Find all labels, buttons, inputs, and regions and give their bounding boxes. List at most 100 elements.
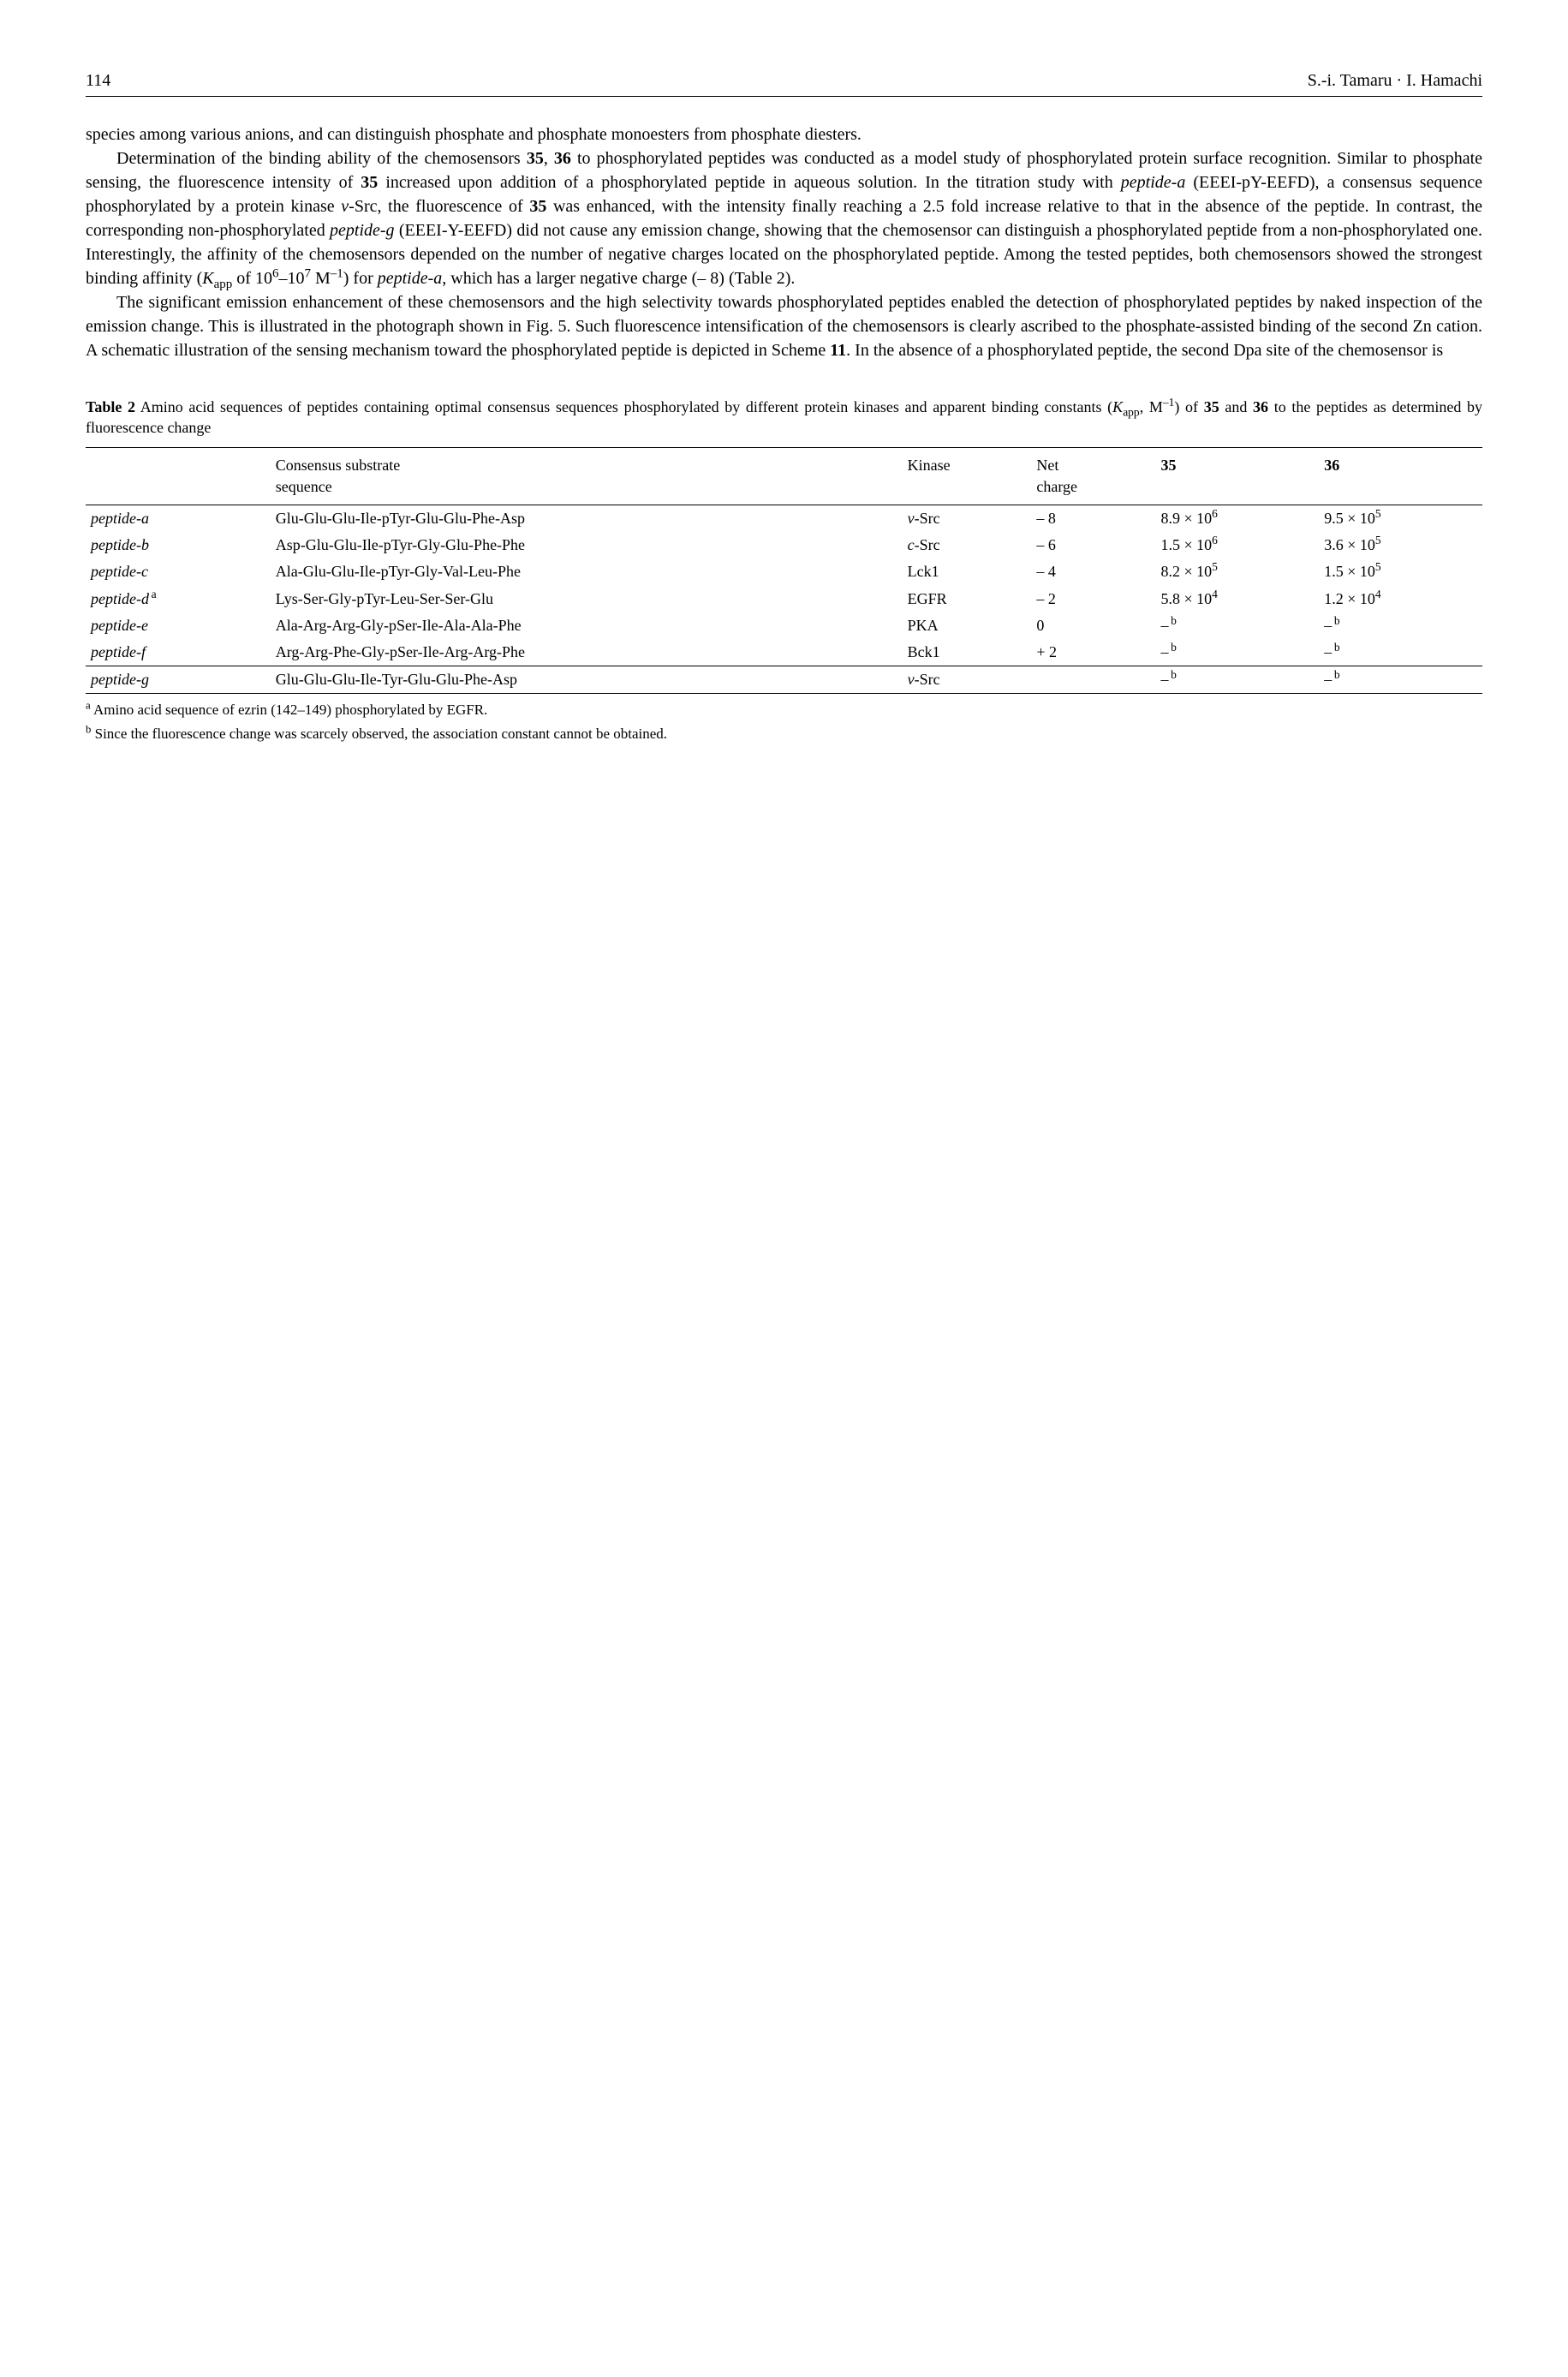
exp: –1 — [1163, 396, 1175, 409]
cell-netcharge: – 2 — [1031, 586, 1155, 612]
text: . In the absence of a phosphorylated pep… — [846, 341, 1443, 360]
cell-sequence: Ala-Arg-Arg-Gly-pSer-Ile-Ala-Ala-Phe — [271, 612, 903, 639]
cell-peptide: peptide-c — [86, 558, 271, 585]
text: , which has a larger negative charge (– … — [442, 269, 795, 288]
cell-35: 8.9 × 106 — [1155, 505, 1319, 532]
cell-netcharge: – 4 — [1031, 558, 1155, 585]
col-netcharge: Net charge — [1031, 447, 1155, 505]
cell-netcharge — [1031, 666, 1155, 694]
cell-36: – b — [1319, 639, 1482, 666]
cell-kinase: c-Src — [903, 532, 1032, 558]
col-36: 36 — [1319, 447, 1482, 505]
text: of 10 — [232, 269, 272, 288]
table-row: peptide-eAla-Arg-Arg-Gly-pSer-Ile-Ala-Al… — [86, 612, 1482, 639]
col-peptide — [86, 447, 271, 505]
cell-kinase: ν-Src — [903, 666, 1032, 694]
cell-35: 8.2 × 105 — [1155, 558, 1319, 585]
kapp: K — [1112, 398, 1123, 415]
table-row: peptide-cAla-Glu-Glu-Ile-pTyr-Gly-Val-Le… — [86, 558, 1482, 585]
kapp-sub: app — [214, 278, 233, 291]
vsrc-prefix: v — [341, 197, 349, 216]
cell-sequence: Glu-Glu-Glu-Ile-Tyr-Glu-Glu-Phe-Asp — [271, 666, 903, 694]
table-row: peptide-d aLys-Ser-Gly-pTyr-Leu-Ser-Ser-… — [86, 586, 1482, 612]
cell-35: – b — [1155, 666, 1319, 694]
page-number: 114 — [86, 69, 110, 93]
text: -Src, the fluorescence of — [349, 197, 529, 216]
text: sequence — [276, 478, 332, 495]
cell-netcharge: – 8 — [1031, 505, 1155, 532]
compound-36: 36 — [1253, 398, 1268, 415]
cell-netcharge: + 2 — [1031, 639, 1155, 666]
peptide-g: peptide-g — [330, 221, 395, 240]
kapp: K — [202, 269, 213, 288]
cell-36: 1.2 × 104 — [1319, 586, 1482, 612]
cell-kinase: EGFR — [903, 586, 1032, 612]
text: M — [311, 269, 331, 288]
cell-peptide: peptide-f — [86, 639, 271, 666]
text: and — [1219, 398, 1253, 415]
cell-peptide: peptide-g — [86, 666, 271, 694]
text: , M — [1140, 398, 1163, 415]
table-row: peptide-gGlu-Glu-Glu-Ile-Tyr-Glu-Glu-Phe… — [86, 666, 1482, 694]
peptide-a: peptide-a — [378, 269, 443, 288]
cell-35: 5.8 × 104 — [1155, 586, 1319, 612]
cell-sequence: Glu-Glu-Glu-Ile-pTyr-Glu-Glu-Phe-Asp — [271, 505, 903, 532]
cell-sequence: Asp-Glu-Glu-Ile-pTyr-Gly-Glu-Phe-Phe — [271, 532, 903, 558]
compound-35: 35 — [361, 173, 378, 192]
compound-35: 35 — [527, 149, 544, 168]
authors: S.-i. Tamaru · I. Hamachi — [1308, 69, 1482, 93]
scheme-11: 11 — [830, 341, 846, 360]
cell-35: – b — [1155, 612, 1319, 639]
footnote-a: a Amino acid sequence of ezrin (142–149)… — [86, 701, 1482, 720]
cell-kinase: Lck1 — [903, 558, 1032, 585]
cell-peptide: peptide-a — [86, 505, 271, 532]
paragraph-0: species among various anions, and can di… — [86, 122, 1482, 146]
compound-36: 36 — [554, 149, 571, 168]
text: Amino acid sequences of peptides contain… — [135, 398, 1112, 415]
paragraph-2: The significant emission enhancement of … — [86, 290, 1482, 362]
table-row: peptide-fArg-Arg-Phe-Gly-pSer-Ile-Arg-Ar… — [86, 639, 1482, 666]
text: Net — [1036, 457, 1058, 474]
cell-kinase: PKA — [903, 612, 1032, 639]
text: Determination of the binding ability of … — [116, 149, 527, 168]
cell-kinase: Bck1 — [903, 639, 1032, 666]
cell-35: 1.5 × 106 — [1155, 532, 1319, 558]
cell-peptide: peptide-d a — [86, 586, 271, 612]
cell-36: 1.5 × 105 — [1319, 558, 1482, 585]
text: increased upon addition of a phosphoryla… — [378, 173, 1121, 192]
cell-36: 9.5 × 105 — [1319, 505, 1482, 532]
text: ) for — [343, 269, 378, 288]
cell-35: – b — [1155, 639, 1319, 666]
cell-36: – b — [1319, 612, 1482, 639]
cell-sequence: Lys-Ser-Gly-pTyr-Leu-Ser-Ser-Glu — [271, 586, 903, 612]
col-sequence: Consensus substrate sequence — [271, 447, 903, 505]
table-caption: Table 2 Amino acid sequences of peptides… — [86, 397, 1482, 439]
kapp-sub: app — [1123, 406, 1140, 419]
col-35: 35 — [1155, 447, 1319, 505]
footnote-b: b Since the fluorescence change was scar… — [86, 725, 1482, 744]
paragraph-1: Determination of the binding ability of … — [86, 146, 1482, 290]
peptide-a: peptide-a — [1121, 173, 1186, 192]
cell-36: – b — [1319, 666, 1482, 694]
cell-peptide: peptide-e — [86, 612, 271, 639]
text: –10 — [278, 269, 304, 288]
cell-peptide: peptide-b — [86, 532, 271, 558]
col-kinase: Kinase — [903, 447, 1032, 505]
footnote-b-text: Since the fluorescence change was scarce… — [91, 726, 667, 742]
cell-kinase: ν-Src — [903, 505, 1032, 532]
cell-netcharge: – 6 — [1031, 532, 1155, 558]
footnote-a-text: Amino acid sequence of ezrin (142–149) p… — [91, 702, 488, 718]
table-label: Table 2 — [86, 398, 135, 415]
cell-36: 3.6 × 105 — [1319, 532, 1482, 558]
page-header: 114 S.-i. Tamaru · I. Hamachi — [86, 69, 1482, 97]
table-row: peptide-aGlu-Glu-Glu-Ile-pTyr-Glu-Glu-Ph… — [86, 505, 1482, 532]
data-table: Consensus substrate sequence Kinase Net … — [86, 447, 1482, 695]
compound-35: 35 — [529, 197, 546, 216]
table-row: peptide-bAsp-Glu-Glu-Ile-pTyr-Gly-Glu-Ph… — [86, 532, 1482, 558]
exp: –1 — [331, 266, 343, 280]
cell-sequence: Ala-Glu-Glu-Ile-pTyr-Gly-Val-Leu-Phe — [271, 558, 903, 585]
exp: 7 — [304, 266, 311, 280]
text: charge — [1036, 478, 1077, 495]
cell-sequence: Arg-Arg-Phe-Gly-pSer-Ile-Arg-Arg-Phe — [271, 639, 903, 666]
text: , — [544, 149, 554, 168]
